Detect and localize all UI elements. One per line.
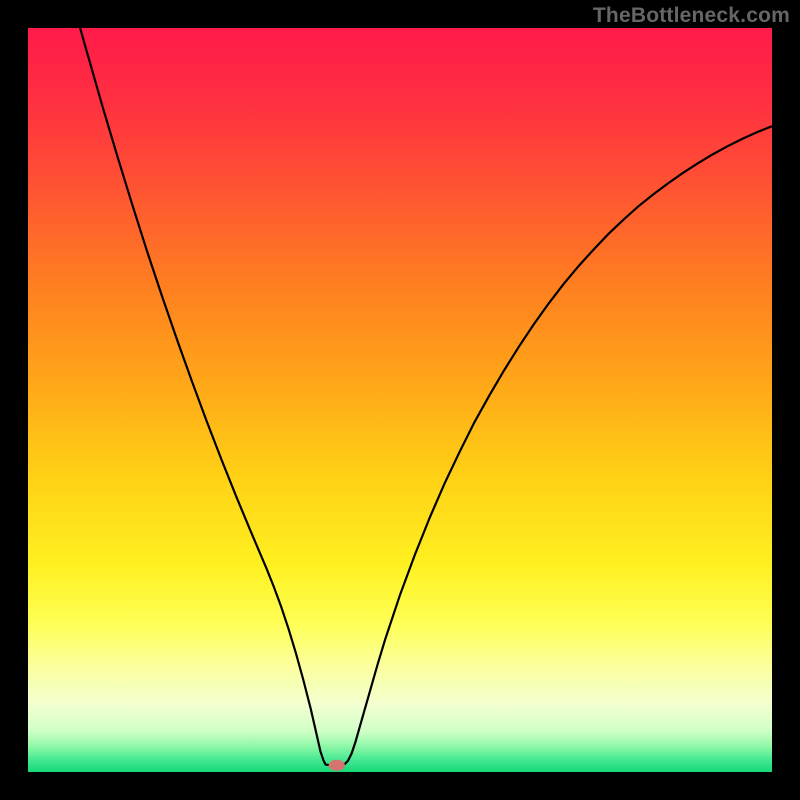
optimal-marker	[329, 760, 345, 771]
plot-area	[28, 28, 772, 772]
watermark-text: TheBottleneck.com	[593, 4, 790, 28]
curve-layer	[28, 28, 772, 772]
bottleneck-curve	[80, 28, 772, 765]
chart-container: TheBottleneck.com	[0, 0, 800, 800]
